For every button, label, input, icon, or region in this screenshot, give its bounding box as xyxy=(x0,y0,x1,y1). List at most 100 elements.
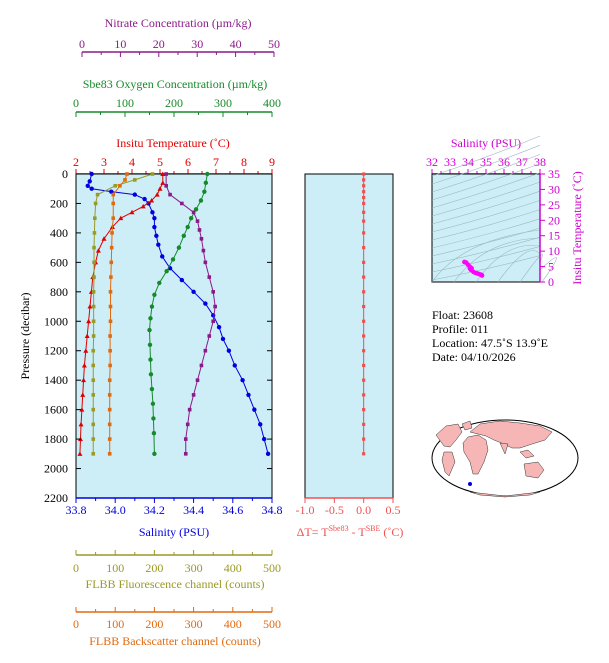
series-point xyxy=(140,203,146,209)
series-point xyxy=(160,254,165,259)
fluorescence-axis: 0 100 200 300 400 500 xyxy=(73,550,281,575)
ts-salinity-tick-label: 38 xyxy=(534,155,546,169)
backscatter-axis-label: FLBB Backscatter channel (counts) xyxy=(89,634,261,648)
density-contour xyxy=(539,257,557,283)
temperature-tick-label: 5 xyxy=(157,155,163,169)
delta-t-point xyxy=(362,319,366,323)
series-point xyxy=(193,207,199,212)
series-point xyxy=(92,275,96,279)
profile-panel xyxy=(75,173,273,499)
series-point xyxy=(148,372,154,377)
series-point xyxy=(148,316,153,321)
pressure-tick-label: 1400 xyxy=(44,373,68,387)
series-point xyxy=(216,324,222,330)
nitrate-tick-label: 30 xyxy=(191,37,203,51)
pressure-tick-label: 1200 xyxy=(44,344,68,358)
pressure-tick-label: 200 xyxy=(50,196,68,210)
series-point xyxy=(188,215,194,221)
delta-t-point xyxy=(362,437,366,441)
salinity-tick-label: 34.4 xyxy=(183,503,204,517)
fluorescence-axis-label: FLBB Fluorescence channel (counts) xyxy=(86,577,265,591)
delta-t-point xyxy=(362,210,366,214)
series-point xyxy=(78,421,84,427)
delta-t-point xyxy=(362,304,366,309)
density-contour xyxy=(497,250,541,283)
salinity-tick-label: 34.0 xyxy=(105,503,126,517)
backscatter-tick-label: 500 xyxy=(263,617,281,631)
map-land-india xyxy=(499,442,509,455)
density-contour xyxy=(431,172,541,209)
ts-density-contours xyxy=(431,135,557,283)
series-point xyxy=(149,198,155,203)
delta-t-point xyxy=(362,172,366,176)
series-point xyxy=(191,289,196,295)
series-point xyxy=(183,452,188,456)
map-land-south-america xyxy=(441,451,456,477)
map-land-australia xyxy=(523,461,545,479)
pressure-tick-label: 1000 xyxy=(44,314,68,328)
delta-t-point xyxy=(362,184,366,188)
ts-salinity-tick-label: 37 xyxy=(516,155,528,169)
series-point xyxy=(87,179,92,184)
float-label: Float: 23608 xyxy=(432,308,493,322)
density-contour xyxy=(431,200,541,233)
series-line-4 xyxy=(92,173,153,454)
salinity-axis-label: Salinity (PSU) xyxy=(139,525,209,539)
delta-t-point xyxy=(362,260,366,264)
density-contour xyxy=(431,163,541,201)
ts-salinity-axis-label: Salinity (PSU) xyxy=(451,136,521,150)
density-contour xyxy=(431,190,541,225)
series-point xyxy=(91,348,96,353)
map-land-seasia xyxy=(519,449,535,459)
temperature-tick-label: 7 xyxy=(213,155,219,169)
location-label: Location: 47.5˚S 13.9˚E xyxy=(432,336,548,350)
fluorescence-tick-label: 0 xyxy=(73,561,79,575)
temperature-tick-label: 3 xyxy=(101,155,107,169)
map-land-africa xyxy=(462,434,489,475)
ts-temperature-tick-label: 25 xyxy=(548,198,560,212)
series-line-5 xyxy=(109,173,128,454)
temperature-tick-label: 4 xyxy=(129,155,135,169)
series-point xyxy=(125,172,129,176)
series-point xyxy=(91,319,96,324)
series-point xyxy=(107,422,112,427)
series-point xyxy=(197,228,202,232)
density-contour xyxy=(431,144,541,185)
profile-label: Profile: 011 xyxy=(432,322,489,336)
series-point xyxy=(199,237,204,241)
series-point xyxy=(187,407,192,412)
series-point xyxy=(203,301,208,306)
delta-t-point xyxy=(362,290,366,294)
oxygen-axis-label: Sbe83 Oxygen Concentration (µm/kg) xyxy=(83,77,268,91)
series-point xyxy=(129,209,135,215)
salinity-tick-label: 34.6 xyxy=(222,503,243,517)
delta-t-point xyxy=(362,246,366,250)
density-contour xyxy=(431,255,541,281)
nitrate-tick-label: 10 xyxy=(114,37,126,51)
density-contour xyxy=(431,154,541,193)
series-point xyxy=(220,336,226,342)
map-land-north-america xyxy=(435,423,463,448)
delta-t-point xyxy=(362,231,366,235)
series-point xyxy=(83,348,89,353)
series-point xyxy=(107,437,112,441)
delta-t-point xyxy=(362,378,366,382)
delta-t-point xyxy=(362,190,366,194)
float-location-marker xyxy=(468,482,472,486)
series-point xyxy=(261,436,267,442)
series-point xyxy=(150,172,155,176)
series-point xyxy=(81,377,87,383)
oxygen-axis: 0 100 200 300 400 xyxy=(73,96,281,117)
series-point xyxy=(93,201,98,206)
series-point xyxy=(183,437,188,441)
temperature-tick-label: 9 xyxy=(269,155,275,169)
fluorescence-tick-label: 300 xyxy=(185,561,203,575)
map-land-antarctica xyxy=(469,491,541,498)
series-point xyxy=(179,277,185,283)
series-point xyxy=(101,236,107,241)
series-point xyxy=(111,192,116,197)
delta-t-point xyxy=(362,452,366,456)
oxygen-tick-label: 300 xyxy=(214,96,232,110)
series-point xyxy=(147,342,153,348)
